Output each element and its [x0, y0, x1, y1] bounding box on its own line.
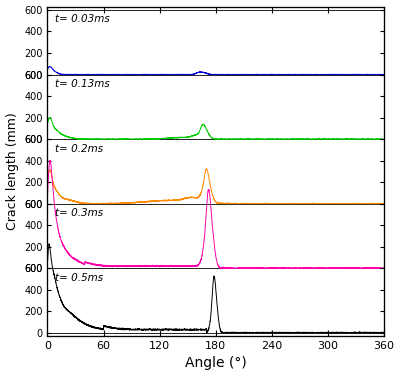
- Text: t= 0.5ms: t= 0.5ms: [55, 273, 103, 283]
- Text: t= 0.03ms: t= 0.03ms: [55, 14, 110, 24]
- Text: t= 0.2ms: t= 0.2ms: [55, 144, 103, 154]
- Text: t= 0.3ms: t= 0.3ms: [55, 208, 103, 218]
- Text: t= 0.13ms: t= 0.13ms: [55, 79, 110, 89]
- Y-axis label: Crack length (mm): Crack length (mm): [6, 112, 18, 230]
- X-axis label: Angle (°): Angle (°): [185, 356, 246, 370]
